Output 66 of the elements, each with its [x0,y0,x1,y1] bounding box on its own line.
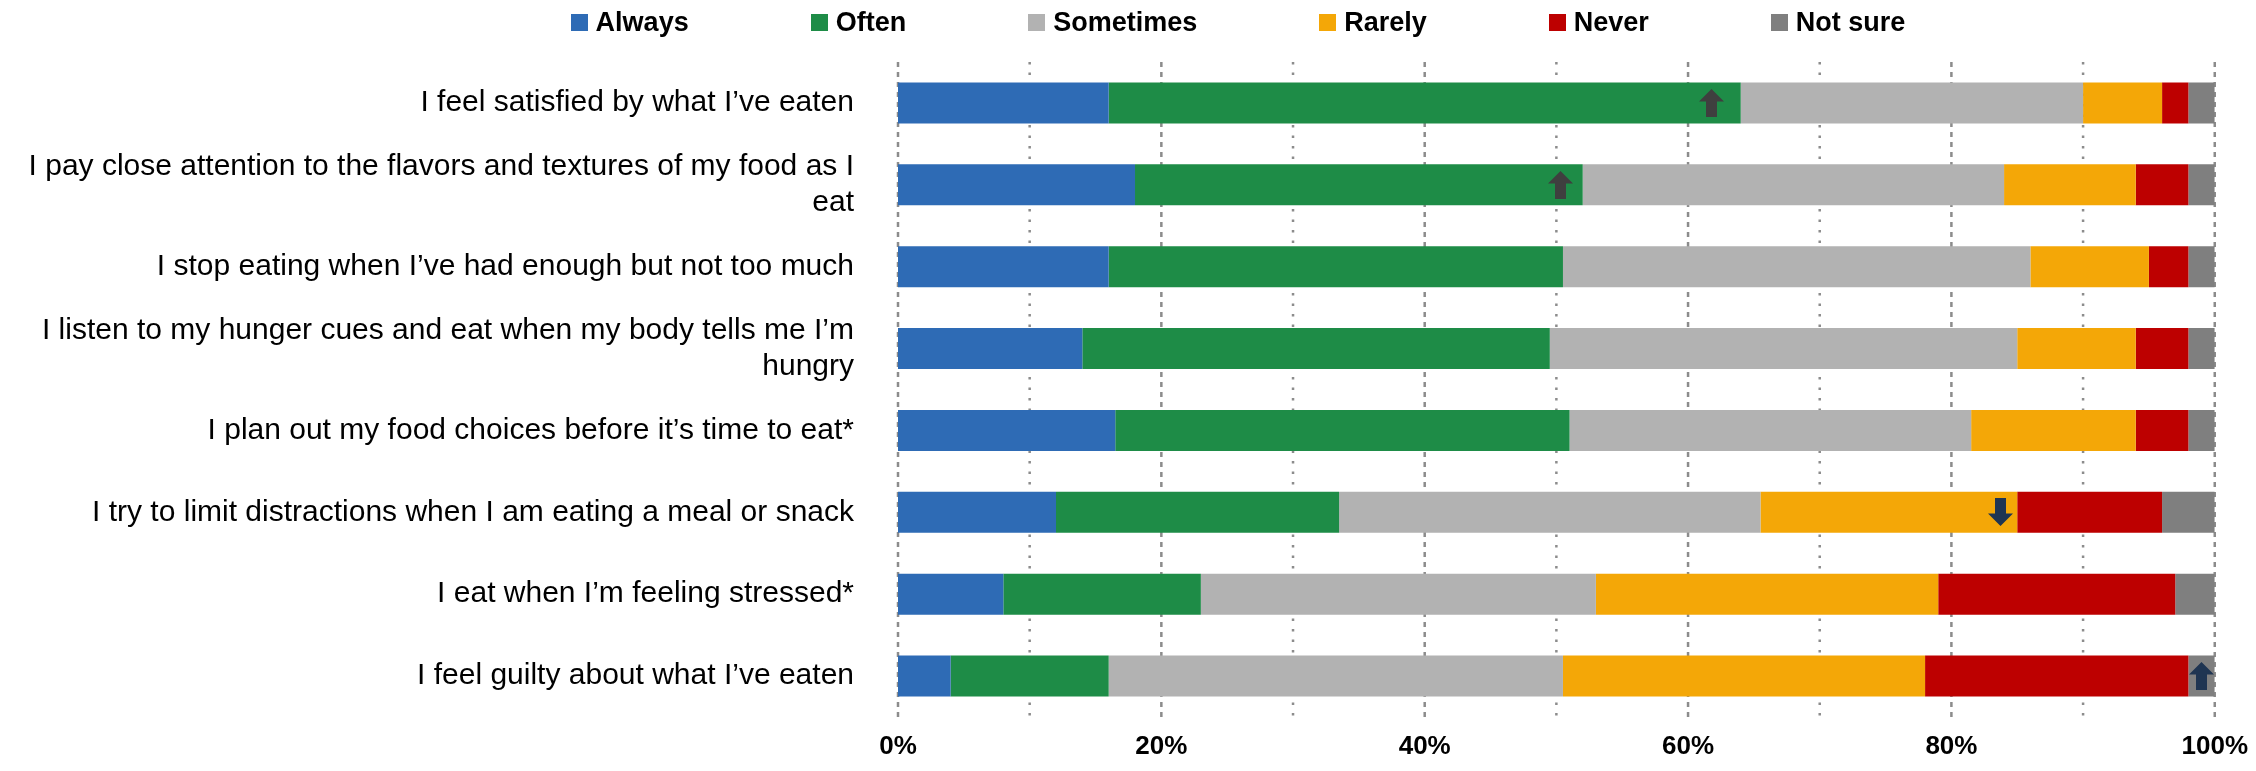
bar [2148,246,2189,288]
bar [1760,491,2018,533]
legend-label: Often [835,6,907,38]
y-tick-label: I listen to my hunger cues and eat when my body tells me I’m hungry [41,311,854,381]
bar [1082,328,1550,370]
bar [2135,164,2189,206]
bar [2188,409,2215,451]
legend-label: Rarely [1344,6,1427,38]
y-tick-label: I feel guilty about what I’ve eaten [417,657,854,691]
bar [898,491,1057,533]
bar [2175,573,2215,615]
bar [2017,328,2136,370]
bar [2188,82,2215,124]
legend-label: Never [1573,6,1649,38]
legend-label: Not sure [1795,6,1906,38]
x-tick-label: 100% [2181,730,2248,761]
bar [2188,246,2215,288]
bar [950,655,1109,697]
bar [2162,491,2215,533]
bar [1971,409,2136,451]
y-tick-label: I plan out my food choices before it’s time to eat* [207,411,855,445]
bar [2135,328,2189,370]
bar [1549,328,2018,370]
bar [2030,246,2149,288]
bar [2083,82,2163,124]
bar [1108,82,1741,124]
x-tick-label: 40% [1398,730,1451,761]
bar [1056,491,1340,533]
y-tick-label: I eat when I’m feeling stressed* [437,575,855,609]
x-tick-label: 80% [1925,730,1978,761]
bar [1562,246,2031,288]
legend-label: Always [595,6,689,38]
bar [2017,491,2163,533]
bar [1200,573,1596,615]
bar [1339,491,1761,533]
bar [1108,655,1563,697]
bar [2004,164,2136,206]
bar [898,164,1136,206]
bar [898,573,1004,615]
x-tick-label: 20% [1135,730,1188,761]
bar [898,409,1116,451]
bar [2135,409,2189,451]
y-tick-label: I pay close attention to the flavors and textures of my food as I eat [28,148,855,218]
legend-label: Sometimes [1053,6,1198,38]
bar [898,246,1109,288]
bar [1562,655,1926,697]
bar [1115,409,1570,451]
x-tick-label: 60% [1662,730,1715,761]
bar [1740,82,2084,124]
bar [1595,573,1939,615]
y-tick-label: I try to limit distractions when I am eating a meal or snack [92,493,855,527]
bar [1582,164,2005,206]
bar [898,82,1109,124]
y-tick-label: I stop eating when I’ve had enough but not too much [156,247,854,281]
bar [1108,246,1563,288]
bar [2188,328,2215,370]
y-tick-label: I feel satisfied by what I’ve eaten [420,84,854,118]
bar [1569,409,1972,451]
bar [898,328,1083,370]
bar [898,655,951,697]
bar [1135,164,1583,206]
bar [1003,573,1201,615]
bar [1938,573,2176,615]
x-tick-label: 0% [879,730,917,761]
bar [2162,82,2189,124]
bar [2188,164,2215,206]
